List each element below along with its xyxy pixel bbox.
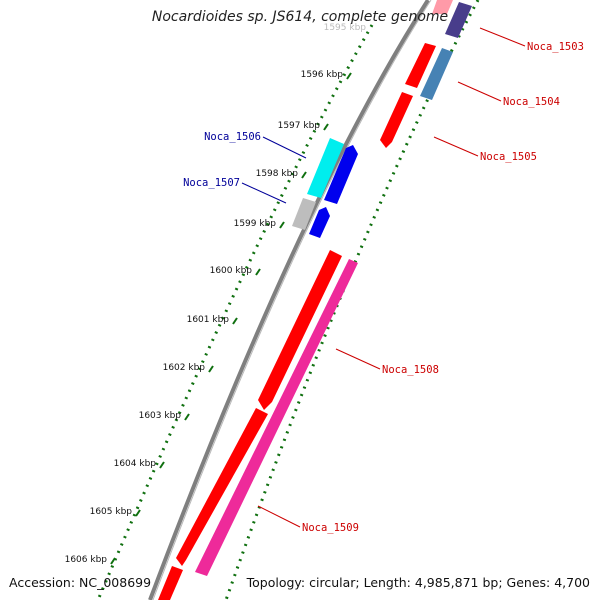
ruler-tick-mark <box>255 268 261 276</box>
ruler-tick-mark <box>232 317 238 325</box>
ruler-tick-label: 1601 kbp <box>187 315 230 325</box>
cds-noca-1505-red <box>380 92 413 148</box>
cds-noca-1506-blue <box>324 145 358 204</box>
cds-next-red <box>158 566 183 600</box>
gene-label: Noca_1503 <box>527 41 584 53</box>
ruler-tick-label: 1598 kbp <box>256 169 299 179</box>
ruler-tick-label: 1596 kbp <box>301 70 344 80</box>
ruler-tick-label: 1603 kbp <box>139 411 182 421</box>
ruler-tick-label: 1597 kbp <box>278 121 321 131</box>
genome-summary-text: Topology: circular; Length: 4,985,871 bp… <box>246 575 590 590</box>
gene-label-leader <box>479 27 526 47</box>
cds-noca-1503-purple <box>445 2 472 38</box>
cds-noca-1507-blue <box>309 207 330 238</box>
ruler-tick-mark <box>279 221 285 229</box>
ruler-tick-mark <box>301 171 307 179</box>
map-title: Nocardioides sp. JS614, complete genome <box>151 9 449 25</box>
ruler-tick-mark <box>323 123 329 131</box>
ruler-tick-label: 1602 kbp <box>163 363 206 373</box>
ruler-tick-label: 1604 kbp <box>114 459 157 469</box>
ruler-tick-mark <box>208 365 214 373</box>
gene-label-leader <box>457 81 502 102</box>
genome-backbone <box>148 0 430 601</box>
ruler-tick-mark <box>184 413 190 421</box>
cds-noca-1507-grey <box>292 198 316 230</box>
ruler-tick-label-partial: 1595 kbp <box>324 23 367 33</box>
gene-label: Noca_1505 <box>480 151 537 163</box>
cds-noca-1504-red <box>405 43 436 88</box>
gene-label-leader <box>262 136 307 159</box>
cds-noca-1509-red <box>176 408 268 566</box>
gene-label-leader <box>241 182 287 204</box>
gene-label: Noca_1507 <box>183 177 240 189</box>
ruler-tick-label: 1599 kbp <box>234 219 277 229</box>
gene-label: Noca_1504 <box>503 96 560 108</box>
cds-noca-1508-red <box>258 250 342 410</box>
gene-label-leader <box>335 348 381 370</box>
ruler-tick-label: 1606 kbp <box>65 555 108 565</box>
gene-label: Noca_1508 <box>382 364 439 376</box>
gene-label-leader <box>433 136 479 157</box>
ruler-tick-label: 1605 kbp <box>90 507 133 517</box>
genome-backbone-highlight <box>152 0 432 601</box>
ruler-tick-mark <box>346 72 352 80</box>
gene-label-leader <box>257 505 301 528</box>
ruler-tick-mark <box>135 509 141 517</box>
cds-noca-1504-blue <box>420 48 453 100</box>
cds-noca-1506-cyan <box>307 138 344 198</box>
ruler-tick-mark <box>159 461 165 469</box>
ruler-line-outer <box>224 0 480 601</box>
cds-noca-1503-red <box>432 0 453 14</box>
cds-noca-1509-magenta <box>195 259 358 576</box>
gene-label: Noca_1506 <box>204 131 261 143</box>
ruler-tick-mark <box>110 557 116 565</box>
gene-label: Noca_1509 <box>302 522 359 534</box>
accession-text: Accession: NC_008699 <box>9 575 152 590</box>
ruler-tick-label: 1600 kbp <box>210 266 253 276</box>
